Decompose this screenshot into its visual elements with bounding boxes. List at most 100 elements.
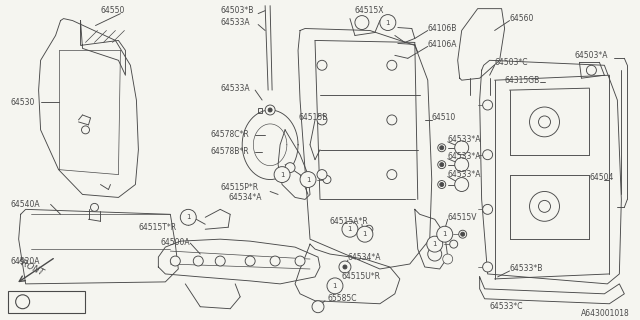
Circle shape — [483, 204, 493, 214]
Text: 1: 1 — [280, 172, 284, 178]
Text: 64515X: 64515X — [355, 6, 385, 15]
FancyBboxPatch shape — [8, 291, 84, 313]
Text: 64385: 64385 — [36, 297, 64, 306]
Circle shape — [529, 107, 559, 137]
Circle shape — [436, 226, 452, 242]
Circle shape — [193, 256, 204, 266]
Circle shape — [357, 226, 373, 242]
Circle shape — [586, 65, 596, 75]
Text: 64533*A: 64533*A — [448, 135, 481, 144]
Circle shape — [270, 256, 280, 266]
Circle shape — [454, 141, 468, 155]
Circle shape — [438, 161, 445, 169]
Polygon shape — [81, 20, 125, 75]
Text: FRONT: FRONT — [16, 256, 45, 277]
Text: 1: 1 — [186, 214, 191, 220]
Circle shape — [438, 180, 445, 188]
Text: 64503*C: 64503*C — [495, 58, 528, 67]
Circle shape — [483, 100, 493, 110]
Circle shape — [180, 209, 196, 225]
Text: 64106A: 64106A — [428, 40, 457, 49]
Text: 1: 1 — [386, 20, 390, 26]
Circle shape — [483, 150, 493, 160]
Circle shape — [355, 16, 369, 29]
Circle shape — [440, 182, 444, 187]
Circle shape — [295, 256, 305, 266]
Text: 64533A: 64533A — [220, 84, 250, 92]
Polygon shape — [479, 60, 621, 284]
Polygon shape — [38, 19, 138, 197]
Circle shape — [438, 144, 445, 152]
Text: 64560: 64560 — [509, 14, 534, 23]
Text: 64106B: 64106B — [428, 24, 457, 33]
Text: 64530: 64530 — [11, 98, 35, 107]
Polygon shape — [298, 28, 432, 269]
Text: A643001018: A643001018 — [580, 309, 629, 318]
Circle shape — [215, 256, 225, 266]
Text: 64515V: 64515V — [448, 213, 477, 222]
Circle shape — [274, 167, 290, 182]
Text: 64515A*R: 64515A*R — [330, 217, 369, 226]
Circle shape — [317, 170, 327, 180]
Circle shape — [342, 221, 358, 237]
Text: 64510: 64510 — [432, 114, 456, 123]
Text: 65585C: 65585C — [328, 294, 358, 303]
Circle shape — [387, 115, 397, 125]
Text: 64504: 64504 — [589, 173, 614, 182]
Circle shape — [387, 60, 397, 70]
Circle shape — [440, 163, 444, 167]
Text: 1: 1 — [348, 226, 352, 232]
Circle shape — [538, 200, 550, 212]
Text: 1: 1 — [363, 231, 367, 237]
Text: 64578C*R: 64578C*R — [210, 130, 249, 139]
Polygon shape — [458, 9, 504, 80]
Text: 1: 1 — [20, 297, 25, 306]
Text: 64534*A: 64534*A — [228, 193, 262, 202]
Text: 64315GB: 64315GB — [504, 76, 540, 85]
Text: 64503*A: 64503*A — [575, 51, 608, 60]
Circle shape — [443, 254, 452, 264]
Polygon shape — [258, 108, 262, 113]
Circle shape — [459, 230, 467, 238]
Circle shape — [454, 178, 468, 191]
Circle shape — [300, 172, 316, 188]
Polygon shape — [278, 130, 310, 199]
Text: 64515B: 64515B — [298, 114, 328, 123]
Circle shape — [245, 256, 255, 266]
Circle shape — [265, 105, 275, 115]
Text: 1: 1 — [333, 283, 337, 289]
Circle shape — [268, 108, 272, 112]
Circle shape — [170, 256, 180, 266]
Circle shape — [317, 115, 327, 125]
Circle shape — [317, 60, 327, 70]
Circle shape — [339, 261, 351, 273]
Circle shape — [428, 247, 442, 261]
Circle shape — [538, 116, 550, 128]
Circle shape — [90, 204, 99, 211]
Text: 64533*B: 64533*B — [509, 264, 543, 274]
Circle shape — [461, 232, 465, 236]
Circle shape — [285, 163, 295, 172]
Text: 1: 1 — [442, 231, 447, 237]
Text: 64503*B: 64503*B — [220, 6, 253, 15]
Text: 64515T*R: 64515T*R — [138, 223, 177, 232]
Circle shape — [365, 225, 373, 233]
Text: 64534*A: 64534*A — [348, 252, 381, 261]
Circle shape — [323, 176, 331, 184]
Circle shape — [450, 240, 458, 248]
Text: 64550: 64550 — [100, 6, 125, 15]
Polygon shape — [295, 244, 400, 304]
Text: 64533A: 64533A — [220, 18, 250, 27]
Text: 64540A: 64540A — [11, 200, 40, 209]
Polygon shape — [158, 239, 320, 284]
Circle shape — [454, 158, 468, 172]
Text: 64520A: 64520A — [11, 257, 40, 266]
Circle shape — [380, 15, 396, 30]
Text: 64515P*R: 64515P*R — [220, 183, 259, 192]
Circle shape — [440, 146, 444, 150]
Circle shape — [15, 295, 29, 309]
Text: 64500A: 64500A — [161, 238, 190, 247]
Circle shape — [327, 278, 343, 294]
Text: 64533*A: 64533*A — [448, 170, 481, 179]
Text: 1: 1 — [433, 241, 437, 247]
